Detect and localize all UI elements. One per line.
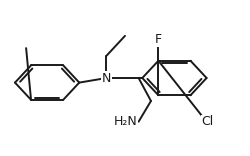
Text: F: F (155, 33, 162, 46)
Text: Cl: Cl (202, 115, 214, 128)
Text: N: N (102, 71, 111, 85)
Text: H₂N: H₂N (114, 115, 137, 128)
